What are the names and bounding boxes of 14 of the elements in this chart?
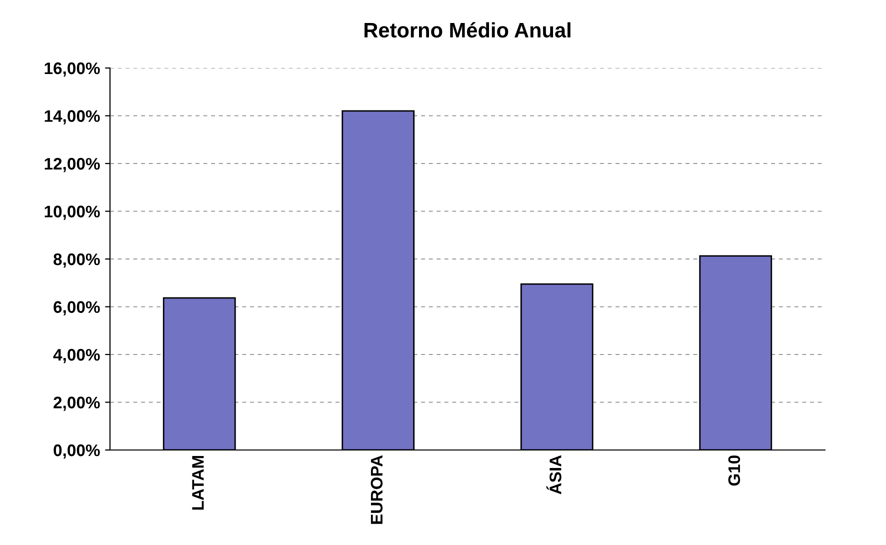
- chart-title: Retorno Médio Anual: [364, 22, 570, 38]
- y-tick-label: 14,00%: [44, 110, 100, 124]
- x-tick-label: G10: [728, 456, 740, 486]
- y-tick-label: 6,00%: [54, 301, 100, 316]
- y-tick-label: 8,00%: [54, 253, 100, 268]
- x-tick-label: EUROPA: [370, 455, 383, 524]
- y-tick-label: 2,00%: [54, 396, 100, 411]
- y-tick-label: 4,00%: [53, 348, 100, 364]
- y-tick-label: 0,00%: [54, 444, 100, 459]
- x-tick-label: LATAM: [192, 456, 204, 510]
- y-tick-label: 12,00%: [44, 158, 100, 172]
- y-tick-label: 16,00%: [44, 62, 100, 77]
- y-tick-label: 10,00%: [44, 206, 100, 220]
- x-tick-label: ÁSIA: [546, 455, 562, 494]
